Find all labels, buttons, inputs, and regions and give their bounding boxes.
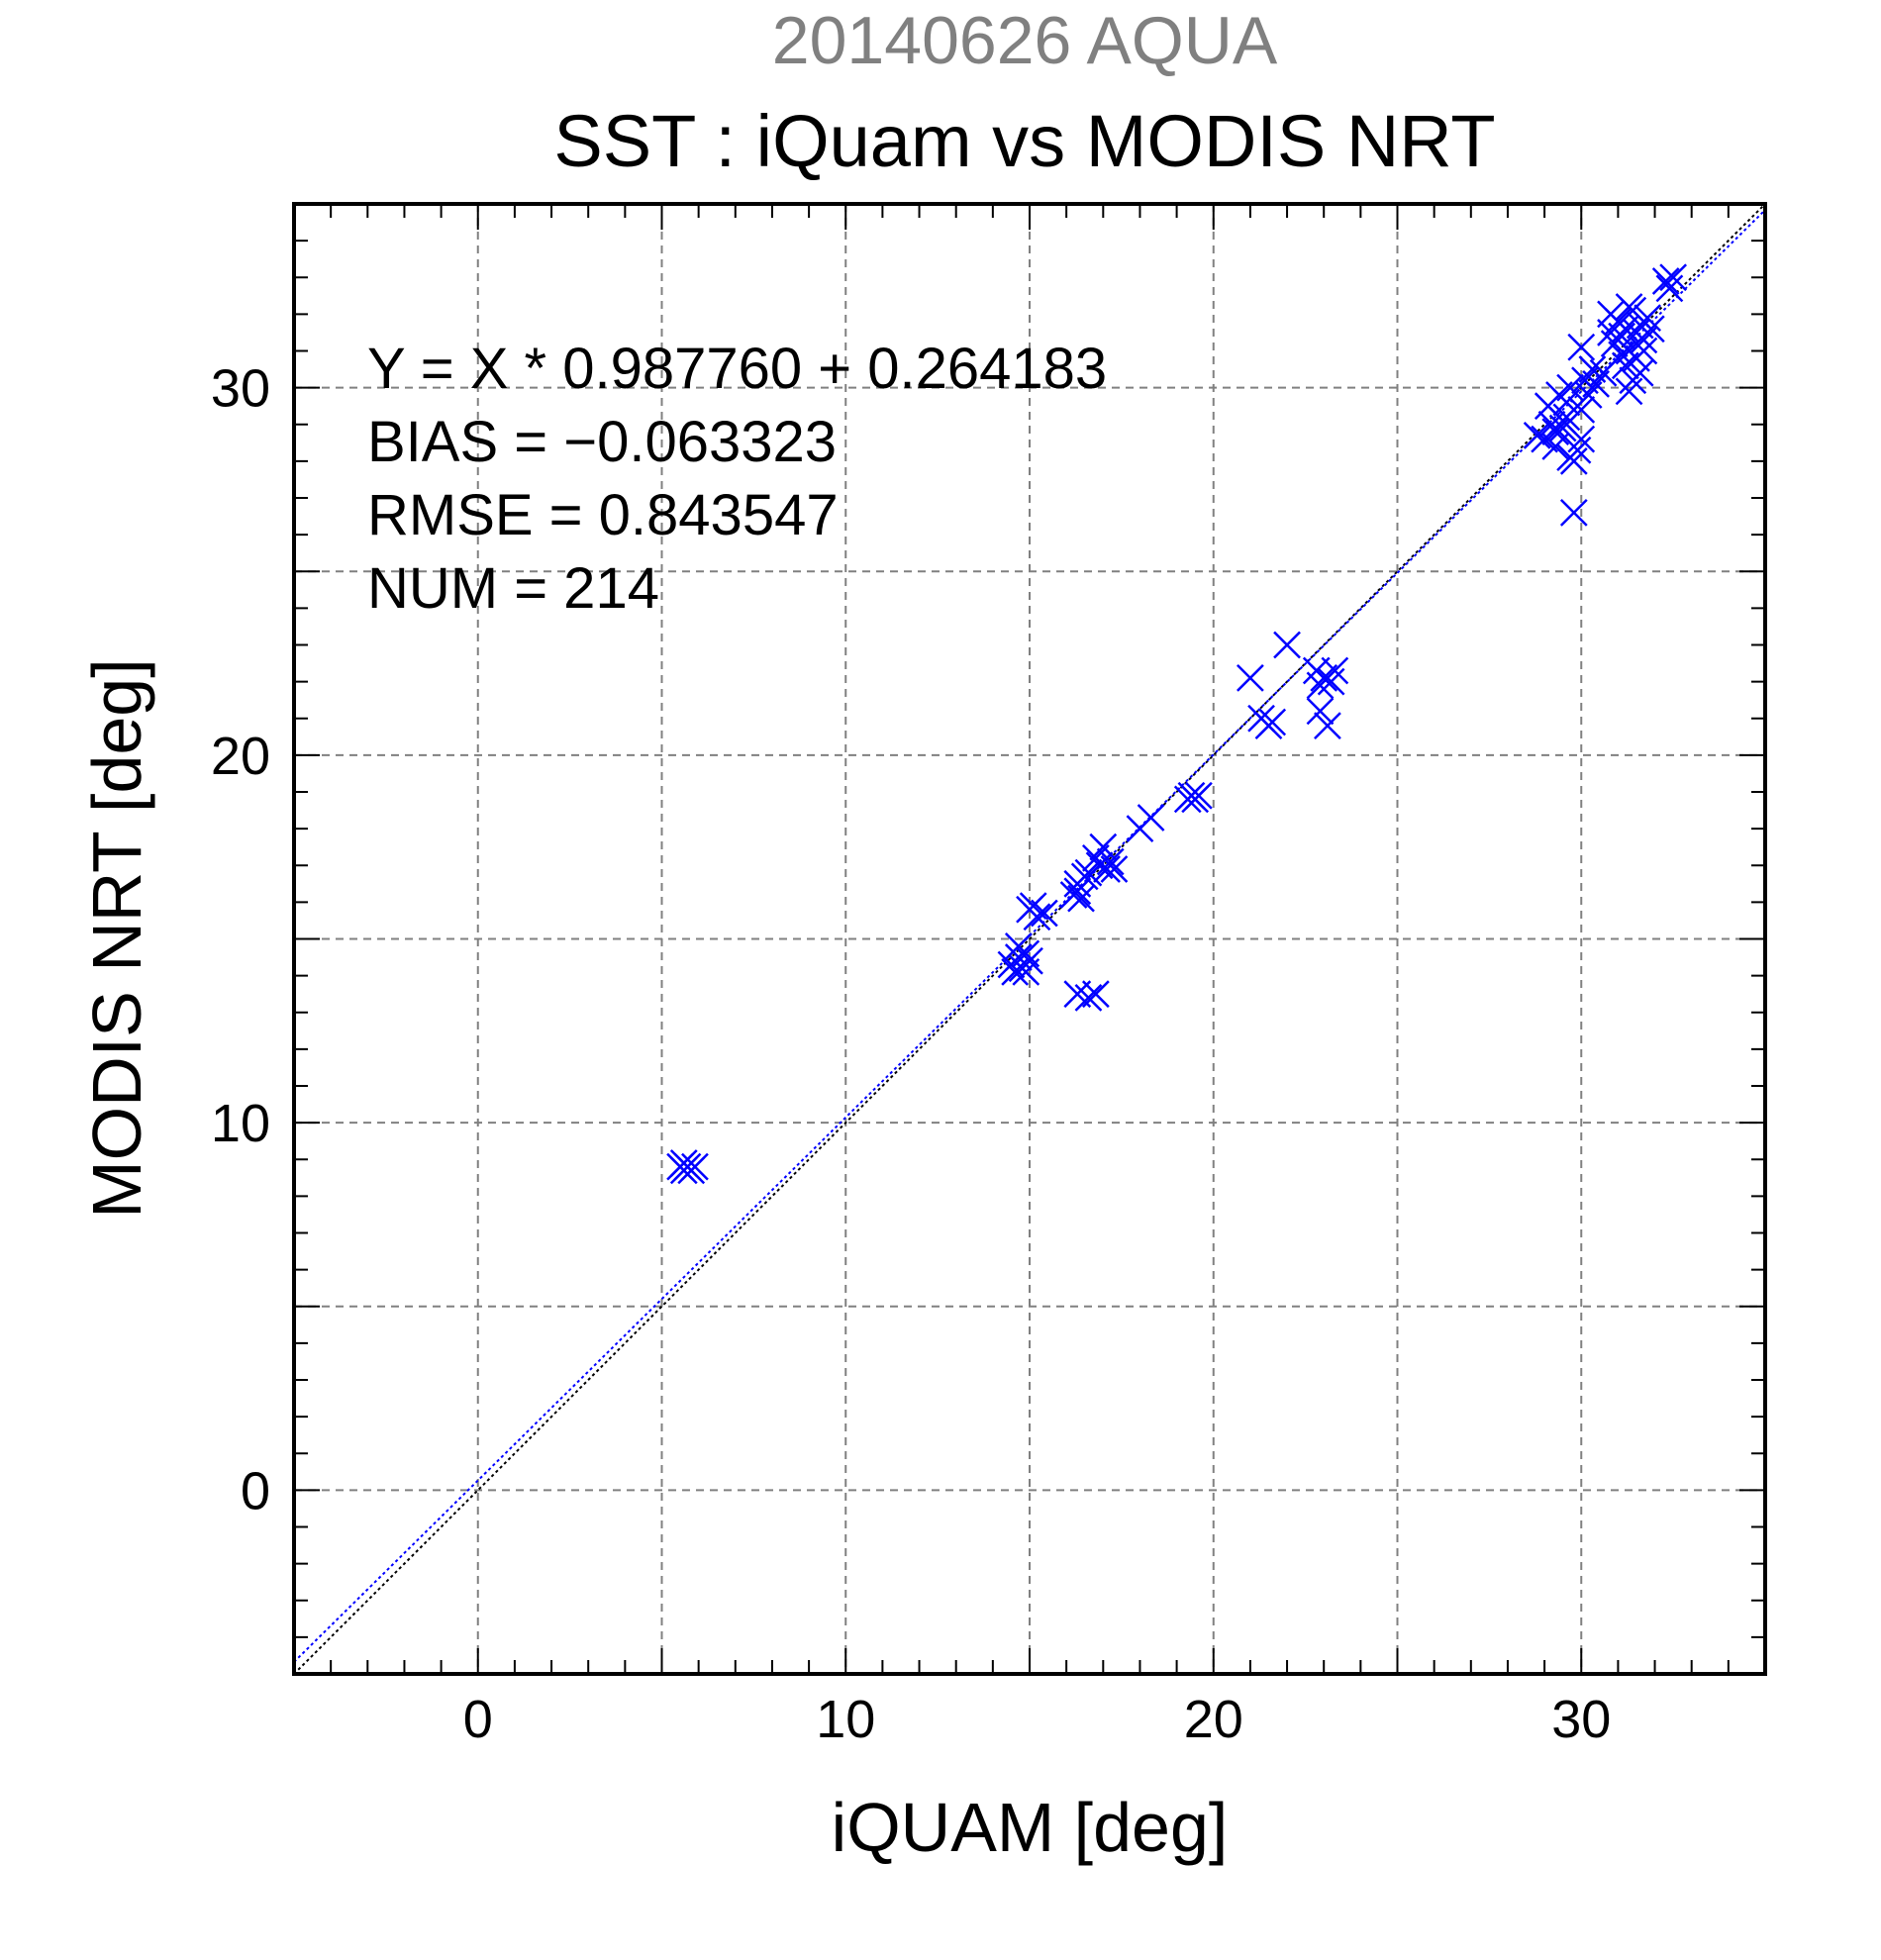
data-point: [1523, 422, 1551, 449]
x-tick-label: 30: [1551, 1690, 1611, 1749]
x-tick-label: 0: [463, 1690, 493, 1749]
data-point: [1559, 446, 1588, 475]
x-axis-label: iQUAM [deg]: [832, 1789, 1229, 1866]
x-tick-label: 10: [816, 1690, 875, 1749]
data-points: [666, 263, 1688, 1185]
chart-title: SST : iQuam vs MODIS NRT: [553, 100, 1495, 182]
tick-labels: 0 10 20 30 0 10 20 30: [211, 359, 1611, 1749]
x-tick-label: 20: [1184, 1690, 1243, 1749]
data-point: [1237, 664, 1264, 692]
data-point: [1636, 315, 1665, 343]
y-tick-label: 30: [211, 359, 270, 419]
y-axis-label: MODIS NRT [deg]: [78, 658, 155, 1218]
data-point: [1556, 373, 1584, 402]
data-point: [1004, 943, 1033, 971]
data-point: [1630, 337, 1658, 365]
data-point: [1634, 304, 1662, 332]
data-point: [1019, 892, 1047, 920]
plot-frame: [292, 202, 1767, 1676]
data-point: [1559, 498, 1588, 527]
data-point: [1185, 781, 1213, 810]
data-point: [1567, 396, 1596, 424]
data-point: [1608, 341, 1635, 369]
data-point: [1100, 855, 1129, 883]
data-point: [1137, 804, 1165, 832]
data-point: [1306, 697, 1335, 726]
statistics-block: Y = X * 0.987760 + 0.264183 BIAS = −0.06…: [367, 337, 1107, 621]
stat-num: NUM = 214: [367, 556, 659, 621]
data-point: [1012, 958, 1040, 986]
data-point: [1004, 932, 1033, 960]
data-point: [1074, 984, 1103, 1012]
chart-subtitle: 20140626 AQUA: [772, 3, 1278, 78]
y-tick-label: 0: [241, 1461, 270, 1520]
data-point: [1273, 631, 1301, 659]
data-point: [1563, 436, 1592, 464]
data-point: [1567, 333, 1596, 361]
one-to-one-line: [293, 203, 1766, 1675]
data-point: [1093, 855, 1121, 883]
data-point: [1659, 263, 1688, 292]
data-point: [1258, 708, 1287, 736]
data-point: [1317, 667, 1345, 696]
data-point: [1096, 847, 1125, 876]
data-point: [1314, 712, 1341, 740]
stat-rmse: RMSE = 0.843547: [367, 483, 839, 547]
data-point: [1081, 980, 1110, 1009]
y-tick-label: 20: [211, 727, 270, 786]
data-point: [1611, 351, 1639, 380]
data-point: [1063, 877, 1092, 906]
data-point: [1615, 377, 1643, 406]
data-point: [1651, 267, 1680, 295]
data-point: [1597, 300, 1625, 329]
y-tick-label: 10: [211, 1094, 270, 1153]
data-point: [1541, 418, 1570, 446]
data-point: [1541, 433, 1570, 460]
data-point: [1655, 274, 1684, 303]
axis-ticks: [293, 203, 1766, 1675]
data-point: [669, 1149, 698, 1177]
stat-regression: Y = X * 0.987760 + 0.264183: [367, 337, 1107, 401]
data-point: [1615, 293, 1643, 321]
data-point: [1321, 656, 1349, 685]
data-point: [681, 1152, 709, 1181]
data-point: [1016, 946, 1043, 975]
stat-bias: BIAS = −0.063323: [367, 410, 837, 474]
data-point: [1023, 903, 1051, 931]
